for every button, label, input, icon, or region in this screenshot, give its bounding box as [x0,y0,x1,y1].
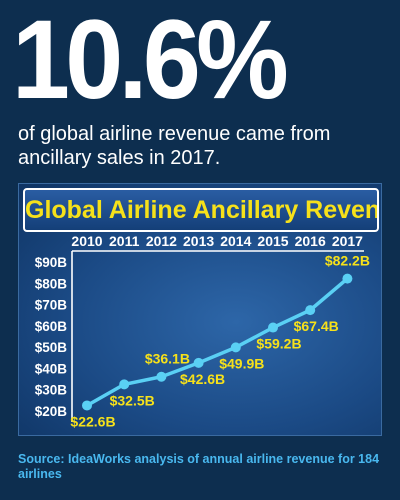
y-tick-label: $60B [35,319,68,334]
data-point [268,322,278,333]
chart-panel: Global Airline Ancillary Revenue [18,183,382,436]
data-point [230,342,241,353]
x-tick-label: 2015 [257,233,288,249]
y-tick-label: $40B [35,361,68,376]
source-note: Source: IdeaWorks analysis of annual air… [18,452,380,481]
data-point [193,357,204,368]
data-label: $82.2B [325,253,370,269]
data-point [342,273,353,284]
headline-percentage: 10.6% [12,0,289,122]
x-tick-label: 2016 [295,233,326,249]
data-label: $67.4B [294,318,339,334]
y-tick-label: $20B [35,404,68,419]
x-tick-label: 2010 [71,233,102,249]
y-tick-label: $80B [35,276,68,291]
chart-title: Global Airline Ancillary Revenue [23,188,379,232]
data-label: $32.5B [110,392,155,408]
y-tick-label: $30B [35,383,68,398]
y-tick-label: $90B [35,255,68,270]
x-tick-label: 2013 [183,233,214,249]
x-tick-label: 2017 [332,233,363,249]
data-label: $36.1B [145,351,190,367]
data-point [156,371,167,382]
data-label: $59.2B [256,336,301,352]
data-point [305,305,316,316]
y-tick-label: $70B [35,298,68,313]
subheadline: of global airline revenue came from anci… [18,123,331,169]
x-tick-label: 2014 [220,233,251,249]
data-point [82,400,92,411]
x-tick-label: 2012 [146,233,177,249]
x-tick-label: 2011 [109,233,140,249]
data-label: $22.6B [70,413,115,429]
y-tick-label: $50B [35,340,68,355]
data-label: $49.9B [219,355,264,371]
data-point [119,379,130,390]
data-label: $42.6B [180,371,225,387]
revenue-series-line [86,277,349,407]
